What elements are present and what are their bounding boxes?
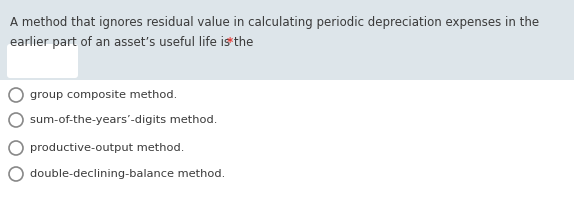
Text: double-declining-balance method.: double-declining-balance method. [30, 169, 225, 179]
Text: group composite method.: group composite method. [30, 90, 177, 100]
Text: productive-output method.: productive-output method. [30, 143, 184, 153]
Text: sum-of-the-years’-digits method.: sum-of-the-years’-digits method. [30, 115, 218, 125]
FancyBboxPatch shape [0, 0, 574, 80]
Text: A method that ignores residual value in calculating periodic depreciation expens: A method that ignores residual value in … [10, 16, 539, 29]
Text: *: * [227, 36, 234, 49]
Text: earlier part of an asset’s useful life is the: earlier part of an asset’s useful life i… [10, 36, 257, 49]
FancyBboxPatch shape [7, 44, 78, 78]
